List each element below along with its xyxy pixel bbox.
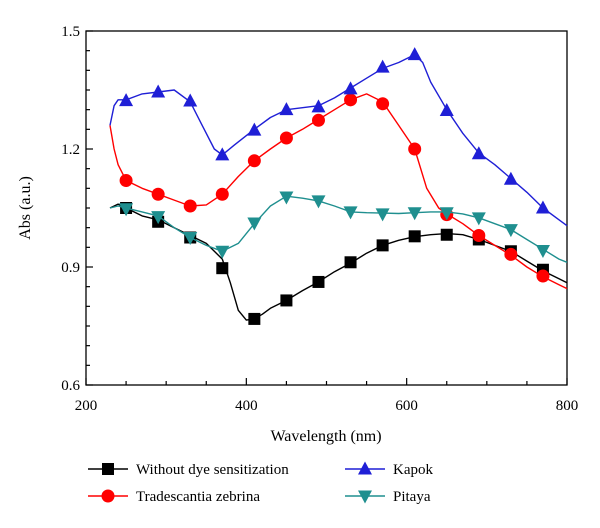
data-point	[119, 93, 134, 107]
legend-label: Kapok	[393, 462, 433, 478]
data-point	[376, 239, 389, 252]
data-point	[343, 81, 358, 95]
plot-frame	[85, 30, 568, 386]
data-point	[247, 154, 261, 168]
legend: Without dye sensitization Tradescantia ze…	[88, 461, 433, 505]
series-3	[109, 47, 568, 227]
data-point	[344, 256, 357, 269]
legend-item: Without dye sensitization	[88, 462, 289, 478]
data-point	[408, 230, 421, 243]
data-point	[471, 146, 486, 160]
data-point	[119, 173, 133, 187]
legend-label: Without dye sensitization	[136, 462, 289, 478]
legend-item: Pitaya	[345, 489, 431, 505]
x-tick-label: 800	[556, 398, 579, 414]
legend-marker	[358, 461, 372, 475]
data-point	[440, 228, 453, 241]
x-tick-label: 600	[395, 398, 418, 414]
series-2	[109, 93, 568, 290]
data-point	[119, 203, 134, 217]
data-point	[279, 102, 294, 116]
data-point	[535, 200, 550, 214]
data-point	[344, 93, 358, 107]
data-point	[151, 211, 166, 225]
series-4	[109, 191, 568, 263]
y-tick-label: 1.5	[61, 24, 80, 40]
data-point	[311, 195, 326, 209]
legend-label: Pitaya	[393, 489, 431, 505]
data-point	[311, 113, 325, 127]
data-point	[504, 247, 518, 261]
series-line	[109, 53, 568, 227]
data-point	[216, 262, 229, 275]
data-point	[375, 59, 390, 73]
data-point	[375, 208, 390, 222]
x-axis-title: Wavelength (nm)	[270, 428, 381, 445]
legend-marker	[102, 463, 114, 475]
x-tick-label: 200	[75, 398, 98, 414]
data-point	[471, 212, 486, 226]
series-line	[109, 195, 568, 263]
data-point	[279, 191, 294, 205]
data-point	[183, 93, 198, 107]
legend-item: Tradescantia zebrina	[88, 489, 260, 505]
data-point	[439, 207, 454, 221]
data-point	[472, 229, 486, 243]
data-point	[247, 122, 262, 136]
legend-marker	[358, 490, 372, 504]
series-line	[109, 93, 568, 290]
legend-marker	[101, 489, 115, 503]
legend-item: Kapok	[345, 461, 433, 478]
y-tick-label: 0.6	[61, 378, 80, 394]
data-point	[279, 131, 293, 145]
legend-label: Tradescantia zebrina	[136, 489, 260, 505]
data-point	[151, 84, 166, 98]
data-point	[536, 269, 550, 283]
data-point	[248, 312, 261, 325]
data-point	[408, 142, 422, 156]
axis-ticks	[85, 30, 568, 386]
data-point	[343, 206, 358, 220]
series-1	[109, 202, 568, 325]
data-point	[151, 187, 165, 201]
data-point	[503, 224, 518, 238]
data-point	[535, 244, 550, 258]
tick-labels: 200 400 600 800 0.6 0.9 1.2 1.5	[61, 24, 578, 414]
data-point	[407, 47, 422, 61]
data-point	[407, 207, 422, 221]
data-point	[183, 232, 198, 245]
data-point	[376, 97, 390, 111]
data-point	[503, 171, 518, 185]
data-point	[215, 245, 230, 259]
y-tick-label: 1.2	[61, 142, 80, 158]
data-point	[439, 102, 454, 116]
data-point	[247, 217, 262, 231]
y-axis-title: Abs (a.u.)	[17, 176, 34, 240]
data-point	[183, 199, 197, 213]
series-line	[109, 203, 568, 321]
data-point	[215, 147, 230, 161]
data-point	[280, 294, 293, 307]
data-point	[311, 99, 326, 113]
x-tick-label: 400	[235, 398, 258, 414]
data-point	[312, 275, 325, 288]
data-point	[215, 187, 229, 201]
y-tick-label: 0.9	[61, 260, 80, 276]
series-layer	[109, 47, 568, 325]
